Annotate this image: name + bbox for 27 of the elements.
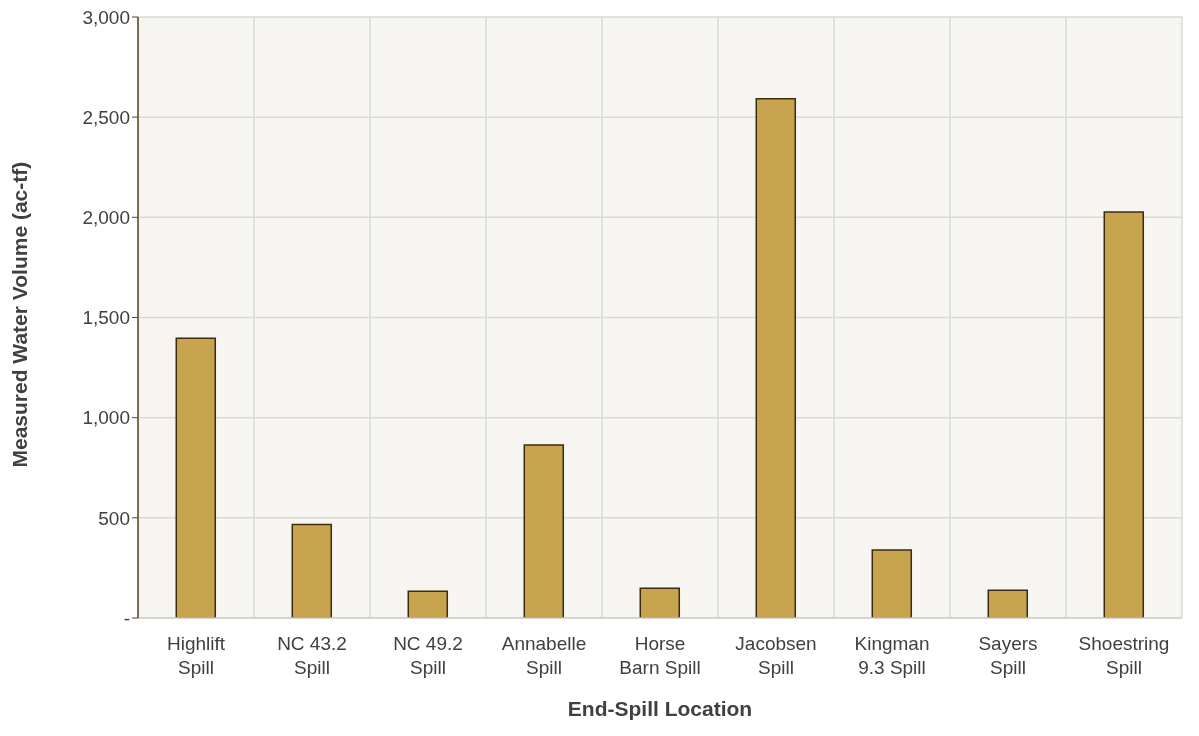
y-tick-label: - <box>123 607 130 629</box>
bar <box>1103 211 1145 618</box>
bar <box>639 587 681 618</box>
bar <box>755 97 797 618</box>
x-tick-label: NC 43.2 Spill <box>277 633 347 678</box>
x-tick-label: Shoestring Spill <box>1078 633 1170 678</box>
x-tick-label: Highlift Spill <box>166 633 226 678</box>
x-tick-label: Horse Barn Spill <box>619 633 701 678</box>
y-tick-label: 1,000 <box>82 407 130 429</box>
x-axis-title: End-Spill Location <box>567 697 753 720</box>
y-tick-label: 3,000 <box>82 6 130 28</box>
y-tick-label: 2,500 <box>82 106 130 128</box>
x-tick-label: Kingman 9.3 Spill <box>854 633 930 678</box>
y-tick-label: 1,500 <box>82 307 130 329</box>
y-tick-label: 2,000 <box>82 207 130 229</box>
y-tick-label: 500 <box>98 507 130 529</box>
bar <box>987 589 1029 618</box>
bar <box>871 549 913 618</box>
x-tick-label: Annabelle Spill <box>501 633 587 678</box>
x-tick-label: NC 49.2 Spill <box>393 633 463 678</box>
x-tick-label: Sayers Spill <box>978 633 1038 678</box>
bar <box>407 590 449 618</box>
x-tick-label: Jacobsen Spill <box>735 633 817 678</box>
y-axis-title: Measured Water Volume (ac-tf) <box>8 161 32 468</box>
bar <box>175 337 217 618</box>
bar <box>523 444 565 618</box>
bar <box>291 523 333 618</box>
